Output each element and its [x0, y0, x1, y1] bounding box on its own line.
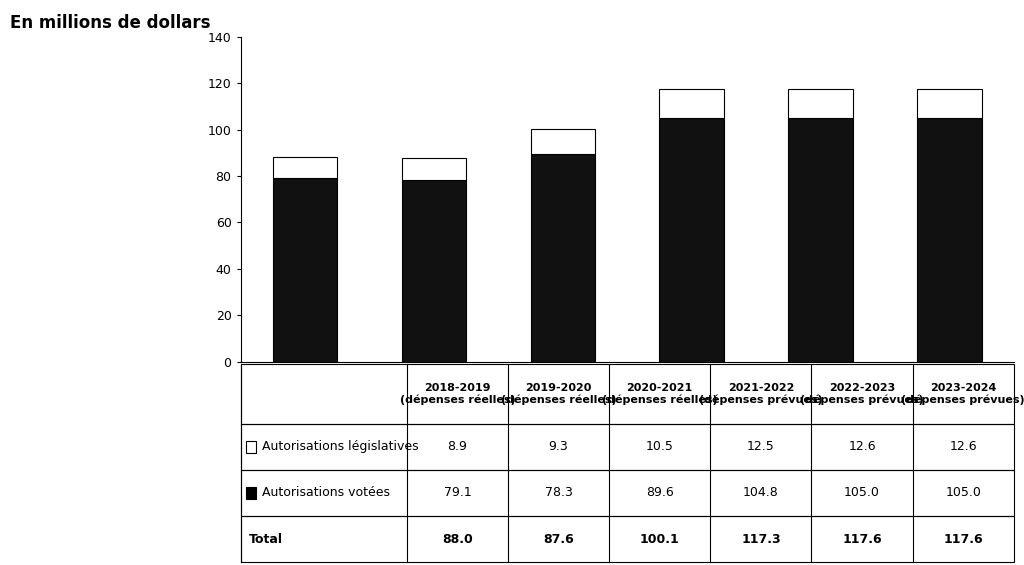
Text: Autorisations votées: Autorisations votées: [262, 486, 390, 499]
Bar: [272, 178, 337, 362]
Text: 89.6: 89.6: [646, 486, 674, 499]
Text: 100.1: 100.1: [640, 533, 680, 546]
Text: Total: Total: [249, 533, 283, 546]
Text: 12.6: 12.6: [949, 440, 977, 453]
Text: 105.0: 105.0: [844, 486, 880, 499]
Text: 2018-2019
(dépenses réelles): 2018-2019 (dépenses réelles): [399, 383, 515, 405]
Text: 12.5: 12.5: [748, 440, 775, 453]
Text: En millions de dollars: En millions de dollars: [10, 14, 211, 32]
Bar: [788, 89, 853, 118]
Bar: [272, 158, 337, 178]
Bar: [659, 89, 724, 119]
Text: 79.1: 79.1: [443, 486, 471, 499]
Text: 2022-2023
(dépenses prévues): 2022-2023 (dépenses prévues): [800, 383, 924, 405]
Text: 10.5: 10.5: [646, 440, 674, 453]
Text: 8.9: 8.9: [447, 440, 467, 453]
Text: 78.3: 78.3: [545, 486, 572, 499]
Bar: [401, 158, 466, 180]
Text: 2021-2022
(dépenses prévues): 2021-2022 (dépenses prévues): [699, 383, 822, 405]
Text: 87.6: 87.6: [543, 533, 574, 546]
Bar: [918, 118, 982, 362]
Bar: [401, 180, 466, 362]
Text: 105.0: 105.0: [945, 486, 981, 499]
Text: 9.3: 9.3: [549, 440, 568, 453]
Text: 2023-2024
(dépenses prévues): 2023-2024 (dépenses prévues): [901, 383, 1024, 405]
Text: Autorisations législatives: Autorisations législatives: [262, 440, 419, 453]
Bar: [659, 119, 724, 362]
Text: 12.6: 12.6: [848, 440, 876, 453]
Text: 88.0: 88.0: [442, 533, 473, 546]
Bar: [918, 89, 982, 118]
Text: 2020-2021
(dépenses réelles): 2020-2021 (dépenses réelles): [602, 383, 718, 405]
Text: 104.8: 104.8: [743, 486, 779, 499]
Bar: [788, 118, 853, 362]
Bar: [530, 154, 595, 362]
Text: 117.6: 117.6: [943, 533, 983, 546]
Text: 2019-2020
(dépenses réelles): 2019-2020 (dépenses réelles): [501, 383, 616, 405]
Bar: [530, 129, 595, 154]
Text: 117.3: 117.3: [741, 533, 780, 546]
Text: 117.6: 117.6: [842, 533, 882, 546]
